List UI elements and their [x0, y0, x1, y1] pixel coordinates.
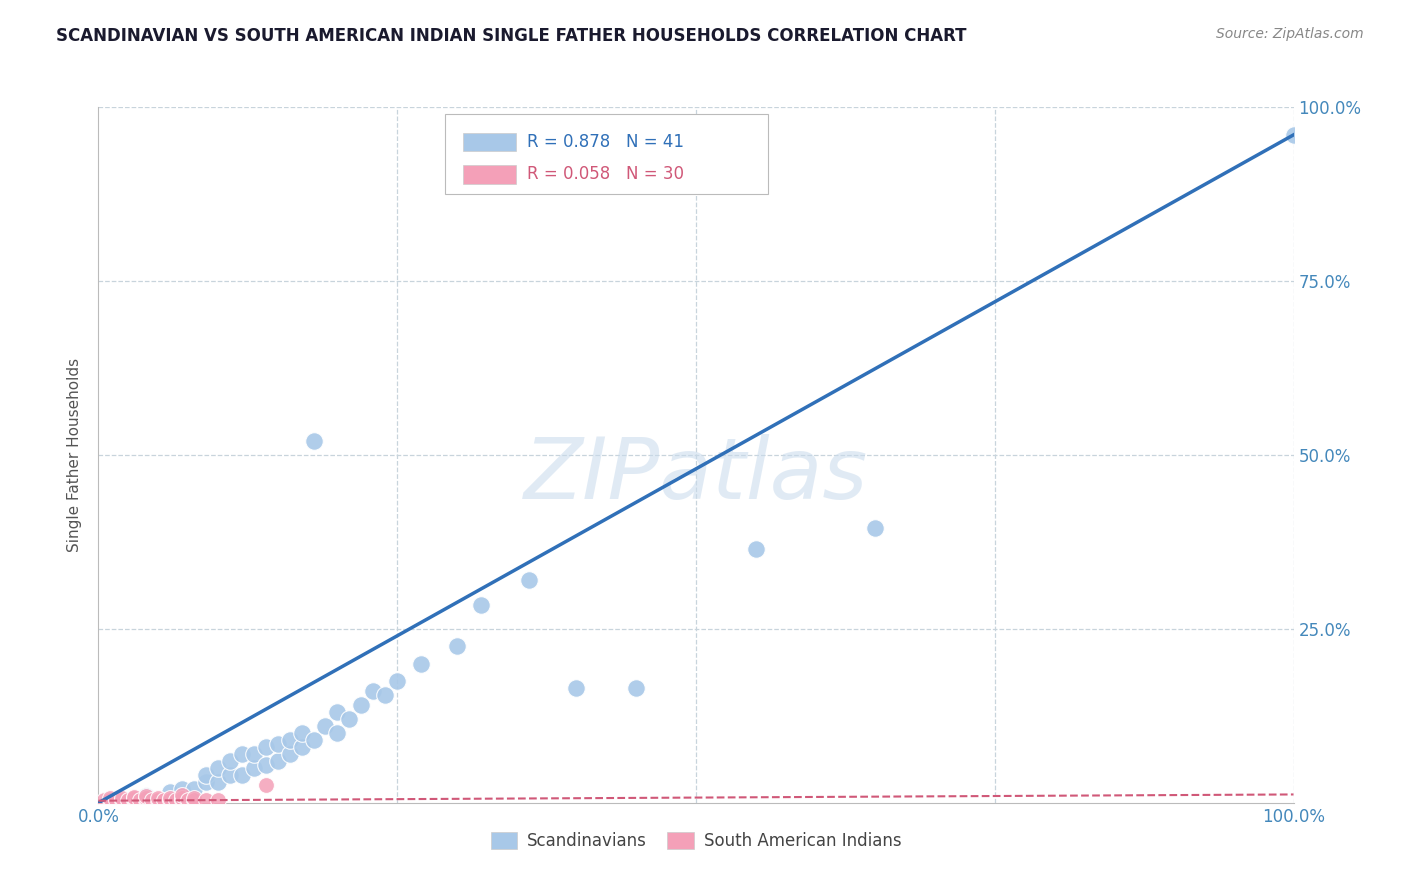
Point: [177, 793, 200, 807]
Point: [1282, 128, 1305, 142]
Point: [183, 791, 205, 805]
Point: [254, 740, 277, 755]
Point: [111, 793, 134, 807]
Point: [267, 737, 290, 751]
Point: [326, 706, 349, 720]
Point: [207, 775, 229, 789]
Text: SCANDINAVIAN VS SOUTH AMERICAN INDIAN SINGLE FATHER HOUSEHOLDS CORRELATION CHART: SCANDINAVIAN VS SOUTH AMERICAN INDIAN SI…: [56, 27, 967, 45]
Point: [172, 781, 194, 796]
Point: [350, 698, 373, 713]
Text: ZIPatlas: ZIPatlas: [524, 434, 868, 517]
Point: [135, 793, 157, 807]
Point: [231, 768, 253, 782]
Point: [374, 688, 396, 702]
Point: [243, 761, 266, 775]
Point: [159, 785, 181, 799]
Point: [302, 434, 325, 448]
Text: Source: ZipAtlas.com: Source: ZipAtlas.com: [1216, 27, 1364, 41]
Point: [865, 521, 887, 535]
Point: [446, 639, 468, 653]
Point: [124, 791, 146, 805]
Point: [183, 793, 205, 807]
Point: [745, 541, 768, 556]
Point: [565, 681, 588, 695]
Y-axis label: Single Father Households: Single Father Households: [67, 358, 83, 552]
FancyBboxPatch shape: [446, 114, 768, 194]
Point: [326, 726, 349, 740]
Point: [243, 747, 266, 761]
Point: [291, 740, 314, 755]
Point: [254, 757, 277, 772]
Point: [363, 684, 385, 698]
Text: R = 0.058   N = 30: R = 0.058 N = 30: [527, 165, 685, 184]
Point: [626, 681, 648, 695]
Point: [315, 719, 337, 733]
Point: [117, 793, 139, 807]
Point: [124, 789, 146, 804]
Point: [172, 793, 194, 807]
Point: [339, 712, 361, 726]
Point: [135, 789, 157, 803]
Point: [105, 793, 128, 807]
Point: [219, 754, 242, 768]
Point: [219, 768, 242, 782]
Point: [195, 775, 218, 789]
Point: [153, 793, 176, 807]
FancyBboxPatch shape: [463, 133, 516, 152]
Point: [278, 747, 301, 761]
Point: [183, 781, 205, 796]
Point: [135, 789, 157, 803]
Point: [302, 733, 325, 747]
Text: R = 0.878   N = 41: R = 0.878 N = 41: [527, 133, 685, 152]
Point: [470, 598, 492, 612]
Point: [135, 791, 157, 805]
Point: [172, 791, 194, 805]
Point: [195, 793, 218, 807]
Point: [159, 791, 181, 805]
Point: [207, 793, 229, 807]
Point: [98, 791, 122, 805]
Point: [254, 778, 277, 793]
Point: [148, 793, 170, 807]
Point: [98, 793, 122, 807]
Point: [195, 768, 218, 782]
Point: [124, 793, 146, 807]
Point: [291, 726, 314, 740]
Point: [111, 791, 134, 805]
Point: [267, 754, 290, 768]
Point: [165, 793, 187, 807]
Point: [93, 793, 115, 807]
Point: [207, 761, 229, 775]
Point: [231, 747, 253, 761]
Point: [148, 791, 170, 805]
Legend: Scandinavians, South American Indians: Scandinavians, South American Indians: [484, 826, 908, 857]
Point: [159, 793, 181, 807]
Point: [385, 674, 409, 689]
Point: [517, 573, 540, 587]
Point: [278, 733, 301, 747]
FancyBboxPatch shape: [463, 165, 516, 184]
Point: [141, 793, 163, 807]
Point: [172, 788, 194, 802]
Point: [411, 657, 433, 671]
Point: [129, 793, 152, 807]
